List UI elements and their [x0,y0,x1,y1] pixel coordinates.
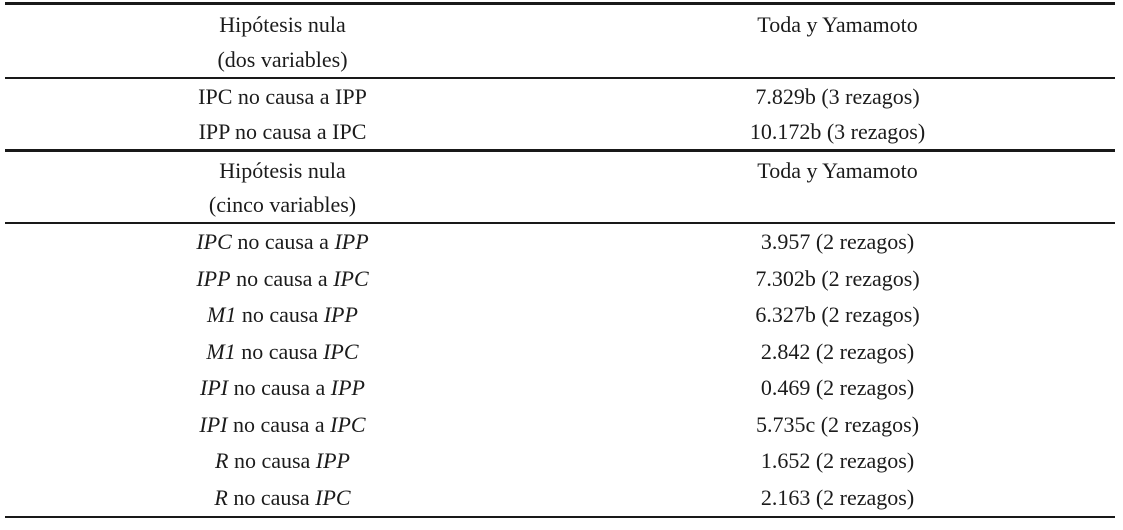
effect-variable: IPP [315,448,350,473]
section-header-row: Hipótesis nula (dos variables) Toda y Yam… [5,5,1115,77]
hypothesis-cell: IPI no causa a IPP [5,370,560,407]
null-hypothesis-subtitle: (cinco variables) [208,192,357,217]
effect-variable: IPC [332,119,367,144]
hypothesis-cell: R no causa IPC [5,480,560,517]
null-hypothesis-header-cell: Hipótesis nula (dos variables) [5,7,560,77]
relation-text: no causa a [227,411,331,437]
cause-variable: IPC [196,229,232,254]
hypothesis-cell: IPC no causa a IPP [5,79,560,114]
statistic-cell: 6.327b (2 rezagos) [755,302,920,327]
table-row: IPC no causa a IPP 7.829b (3 rezagos) [5,79,1115,114]
top-rule [5,2,1115,5]
cause-variable: R [214,484,228,510]
effect-variable: IPP [335,84,367,109]
header-divider-rule [5,222,1115,224]
table-row: R no causa IPP 1.652 (2 rezagos) [5,443,1115,480]
effect-variable: IPP [330,375,365,400]
null-hypothesis-header-cell: Hipótesis nula (cinco variables) [5,154,560,222]
table-row: IPI no causa a IPC 5.735c (2 rezagos) [5,407,1115,444]
statistic-cell: 2.163 (2 rezagos) [760,484,915,510]
statistic-cell: 10.172b (3 rezagos) [749,119,926,144]
effect-variable: IPP [334,229,369,254]
relation-text: no causa a [228,375,331,400]
table-row: R no causa IPC 2.163 (2 rezagos) [5,480,1115,517]
cause-variable: IPI [199,411,228,437]
hypothesis-cell: M1 no causa IPP [5,297,560,334]
relation-text: no causa [228,448,316,473]
effect-variable: IPC [330,411,366,437]
section-header-row: Hipótesis nula (cinco variables) Toda y Y… [5,152,1115,222]
section-divider-rule [5,149,1115,152]
cause-variable: IPP [198,119,230,144]
cause-variable: M1 [207,302,237,327]
effect-variable: IPC [323,338,359,364]
cause-variable: IPI [200,375,229,400]
relation-text: no causa a [232,84,336,109]
cause-variable: M1 [206,338,236,364]
relation-text: no causa a [229,119,333,144]
statistic-cell: 0.469 (2 rezagos) [760,375,915,400]
table-row: M1 no causa IPC 2.842 (2 rezagos) [5,334,1115,371]
statistic-cell: 3.957 (2 rezagos) [760,229,915,254]
hypothesis-cell: R no causa IPP [5,443,560,480]
effect-variable: IPP [323,302,358,327]
hypothesis-cell: IPP no causa a IPC [5,114,560,149]
hypothesis-cell: IPI no causa a IPC [5,407,560,444]
relation-text: no causa a [230,265,334,291]
cause-variable: IPC [198,84,233,109]
table-row: IPP no causa a IPC 10.172b (3 rezagos) [5,114,1115,149]
null-hypothesis-subtitle: (dos variables) [217,47,348,72]
null-hypothesis-title: Hipótesis nula [219,158,346,183]
statistic-cell: 2.842 (2 rezagos) [760,338,915,364]
hypothesis-cell: IPC no causa a IPP [5,224,560,261]
null-hypothesis-title: Hipótesis nula [219,12,346,37]
relation-text: no causa a [231,229,335,254]
section-body: IPC no causa a IPP 3.957 (2 rezagos) IPP… [5,224,1115,516]
table-row: M1 no causa IPP 6.327b (2 rezagos) [5,297,1115,334]
cause-variable: R [214,448,229,473]
statistic-cell: 1.652 (2 rezagos) [760,448,915,473]
results-table: Hipótesis nula (dos variables) Toda y Yam… [5,2,1115,518]
hypothesis-cell: IPP no causa a IPC [5,261,560,298]
table-row: IPC no causa a IPP 3.957 (2 rezagos) [5,224,1115,261]
effect-variable: IPC [333,265,369,291]
cause-variable: IPP [196,265,231,291]
bottom-rule [5,516,1115,518]
relation-text: no causa [236,302,324,327]
statistic-cell: 7.302b (2 rezagos) [755,265,920,291]
header-divider-rule [5,77,1115,79]
hypothesis-cell: M1 no causa IPC [5,334,560,371]
test-name-header-cell: Toda y Yamamoto [757,12,918,37]
section-body: IPC no causa a IPP 7.829b (3 rezagos) IP… [5,79,1115,149]
table-row: IPI no causa a IPP 0.469 (2 rezagos) [5,370,1115,407]
effect-variable: IPC [315,484,351,510]
statistic-cell: 5.735c (2 rezagos) [755,411,920,437]
table-row: IPP no causa a IPC 7.302b (2 rezagos) [5,261,1115,298]
relation-text: no causa [227,484,316,510]
relation-text: no causa [235,338,324,364]
statistic-cell: 7.829b (3 rezagos) [755,84,920,109]
test-name-header-cell: Toda y Yamamoto [757,158,918,183]
